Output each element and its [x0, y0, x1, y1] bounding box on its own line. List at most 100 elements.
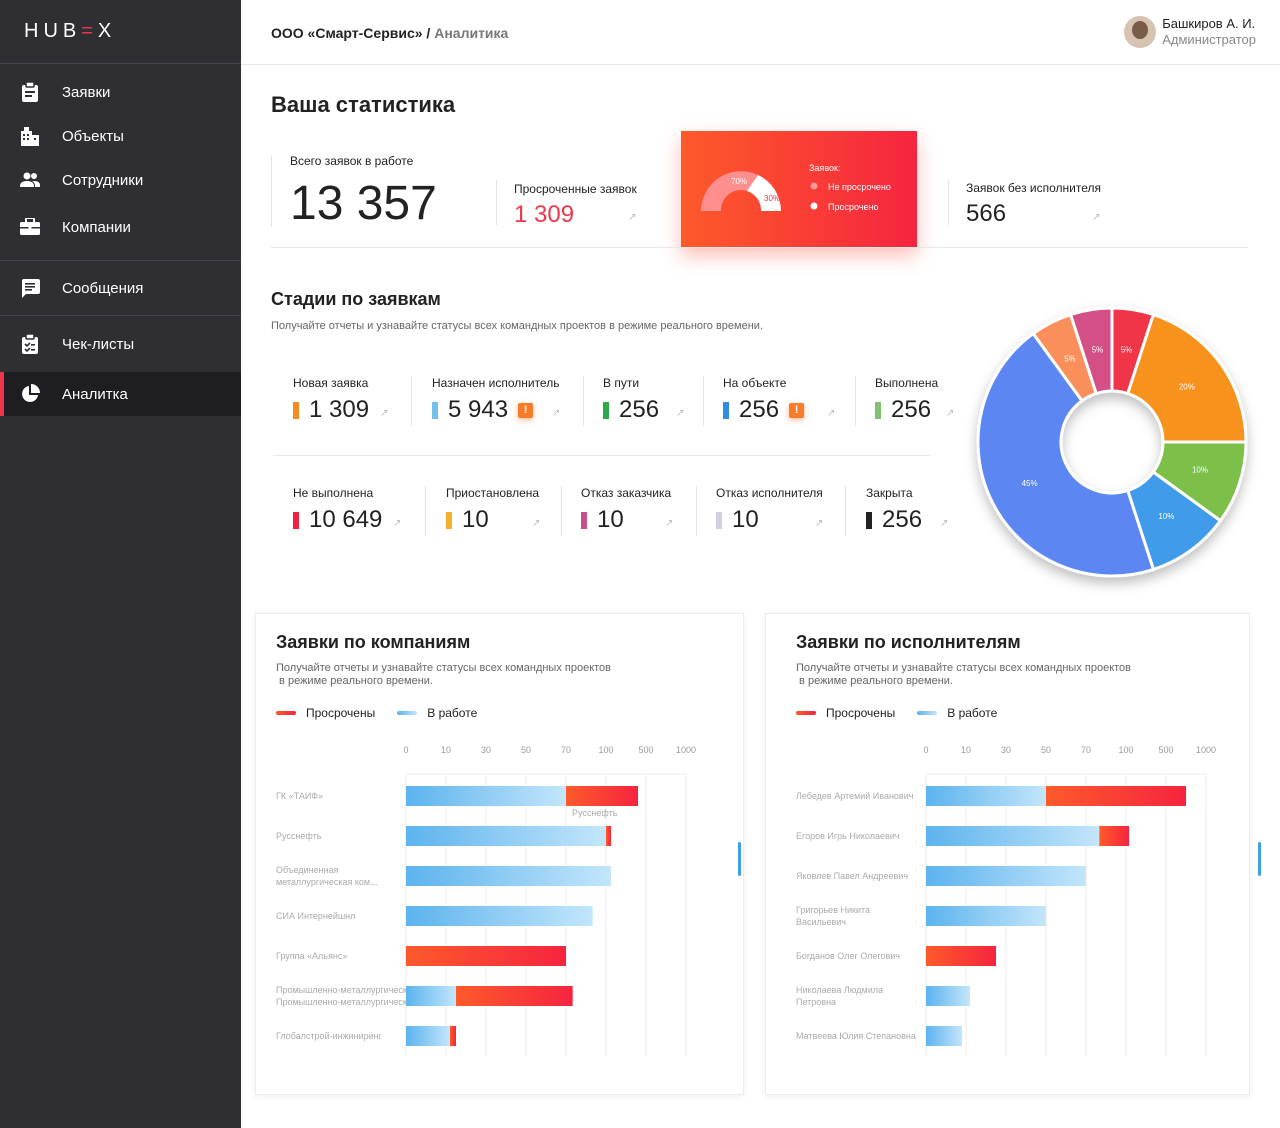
- trend-arrow-icon[interactable]: ↗: [380, 408, 389, 419]
- legend-swatch-in-work: [397, 711, 418, 715]
- donut-slice[interactable]: [1151, 440, 1248, 523]
- stage-label: Отказ исполнителя: [716, 486, 823, 500]
- stages-subtitle: Получайте отчеты и узнавайте статусы все…: [271, 320, 763, 332]
- stage-value: 10 649: [309, 506, 383, 533]
- divider: [696, 486, 697, 536]
- divider: [855, 376, 856, 426]
- overdue-gauge-card: 70% 30% Заявок: Не просрочено Просрочено: [681, 131, 917, 248]
- stage-color-marker: [293, 511, 299, 529]
- logo-text-right: X: [97, 20, 117, 42]
- hubex-logo[interactable]: HUB = X: [0, 0, 241, 64]
- stage-value-row: 10: [581, 506, 671, 534]
- sidebar-item-objects[interactable]: Объекты: [0, 114, 241, 158]
- divider: [271, 155, 272, 227]
- pie-chart-icon: [20, 384, 40, 404]
- stage-color-marker: [875, 401, 881, 419]
- stage-value: 1 309: [309, 396, 370, 423]
- trend-arrow-icon: ↗: [1092, 212, 1101, 223]
- stage-label: Отказ заказчика: [581, 486, 672, 500]
- donut-slice[interactable]: [1110, 306, 1156, 396]
- executors-chart-title: Заявки по исполнителям: [796, 632, 1021, 652]
- donut-slice[interactable]: [1125, 469, 1223, 572]
- sidebar-item-label: Сообщения: [62, 279, 144, 297]
- trend-arrow-icon[interactable]: ↗: [815, 518, 824, 529]
- user-menu[interactable]: Башкиров А. И. Администратор: [1124, 16, 1256, 48]
- stage-item[interactable]: Отказ исполнителя 10: [716, 486, 823, 534]
- logo-accent: =: [81, 20, 98, 42]
- donut-slice-label: 10%: [1192, 466, 1208, 475]
- trend-arrow-icon[interactable]: ↗: [393, 518, 402, 529]
- donut-slice[interactable]: [1125, 312, 1248, 444]
- warning-icon[interactable]: !: [518, 402, 534, 418]
- sidebar-item-label: Заявки: [62, 83, 111, 101]
- stage-label: Закрыта: [866, 486, 913, 500]
- stage-item[interactable]: Отказ заказчика 10: [581, 486, 671, 534]
- legend-swatch-overdue: [276, 711, 296, 715]
- briefcase-icon: [20, 217, 40, 237]
- legend-label-in-work: В работе: [947, 706, 998, 720]
- stage-value: 256: [619, 396, 660, 423]
- trend-arrow-icon[interactable]: ↗: [940, 518, 949, 529]
- stage-value: 10: [462, 506, 489, 533]
- stage-value: 5 943: [448, 396, 509, 423]
- sidebar-item-companies[interactable]: Компании: [0, 202, 241, 252]
- stage-item[interactable]: Приостановлена 10: [446, 486, 539, 534]
- overdue-value: 1 309: [514, 201, 575, 228]
- gauge-segment-overdue: [747, 175, 781, 211]
- sidebar-item-label: Компании: [62, 218, 131, 236]
- stage-item[interactable]: Не выполнена 10 649: [293, 486, 382, 534]
- people-icon: [20, 170, 40, 190]
- gauge-legend-overdue: Просрочено: [828, 202, 879, 212]
- divider: [425, 486, 426, 536]
- gauge-title: Заявок:: [809, 163, 841, 173]
- sidebar-item-employees[interactable]: Сотрудники: [0, 158, 241, 202]
- sidebar-item-checklists[interactable]: Чек-листы: [0, 316, 241, 372]
- stage-value-row: 256: [875, 396, 938, 424]
- sidebar-item-label: Аналитка: [62, 385, 128, 403]
- stage-item[interactable]: На объекте 256!: [723, 376, 805, 424]
- warning-icon[interactable]: !: [789, 402, 805, 418]
- divider: [271, 247, 1248, 248]
- sidebar-item-requests[interactable]: Заявки: [0, 70, 241, 114]
- sidebar-item-analytics[interactable]: Аналитка: [0, 372, 241, 416]
- stage-color-marker: [446, 511, 452, 529]
- gauge-segment-not-overdue: [701, 171, 758, 211]
- stage-color-marker: [603, 401, 609, 419]
- stage-color-marker: [866, 511, 872, 529]
- stage-item[interactable]: Закрыта 256: [866, 486, 922, 534]
- trend-arrow-icon[interactable]: ↗: [946, 408, 955, 419]
- subtitle-line: Получайте отчеты и узнавайте статусы все…: [276, 662, 612, 674]
- message-icon: [20, 278, 40, 298]
- stage-value: 10: [732, 506, 759, 533]
- stage-color-marker: [716, 511, 722, 529]
- avatar[interactable]: [1124, 16, 1157, 48]
- legend-label-overdue: Просрочены: [826, 706, 896, 720]
- trend-arrow-icon[interactable]: ↗: [552, 408, 561, 419]
- trend-arrow-icon[interactable]: ↗: [676, 408, 685, 419]
- trend-arrow-icon[interactable]: ↗: [665, 518, 674, 529]
- stage-value: 256: [882, 506, 923, 533]
- stage-item[interactable]: Выполнена 256: [875, 376, 938, 424]
- donut-slice-label: 10%: [1158, 512, 1174, 521]
- stage-value-row: 256: [866, 506, 922, 534]
- executors-chart-card: Заявки по исполнителям Получайте отчеты …: [765, 613, 1250, 1095]
- trend-arrow-icon[interactable]: ↗: [532, 518, 541, 529]
- logo-text-left: HUB: [24, 20, 82, 42]
- trend-arrow-icon[interactable]: ↗: [827, 408, 836, 419]
- clipboard-icon: [20, 82, 40, 102]
- breadcrumb-company[interactable]: ООО «Смарт-Сервис»: [271, 25, 423, 41]
- user-role: Администратор: [1162, 32, 1256, 47]
- donut-slice[interactable]: [1068, 306, 1114, 396]
- stage-item[interactable]: В пути 256: [603, 376, 659, 424]
- sidebar-item-label: Чек-листы: [62, 335, 135, 353]
- sidebar-item-messages[interactable]: Сообщения: [0, 261, 241, 315]
- stage-item[interactable]: Назначен исполнитель 5 943!: [432, 376, 559, 424]
- gauge-chart: 70% 30%: [701, 171, 818, 211]
- stage-value-row: 1 309: [293, 396, 369, 424]
- stage-value: 256: [891, 396, 932, 423]
- stage-item[interactable]: Новая заявка 1 309: [293, 376, 369, 424]
- gauge-pct-not-overdue: 70%: [731, 177, 747, 186]
- subtitle-line: в режиме реального времени.: [276, 675, 433, 687]
- donut-slice[interactable]: [1031, 312, 1099, 403]
- donut-slice[interactable]: [976, 331, 1156, 578]
